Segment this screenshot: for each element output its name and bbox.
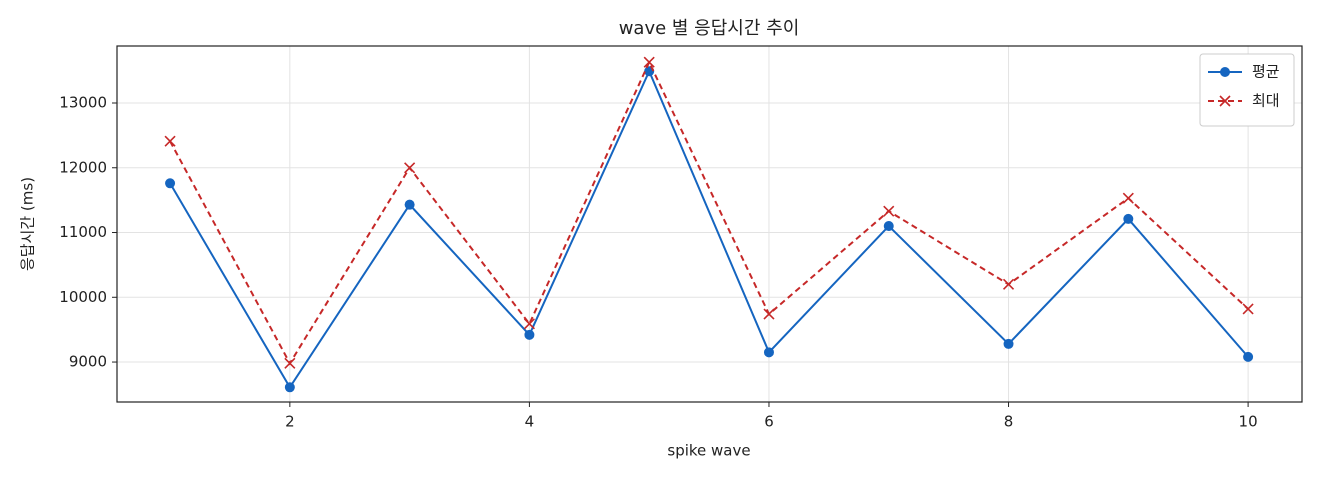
data-point xyxy=(1122,192,1134,204)
y-tick-label: 12000 xyxy=(59,158,107,176)
data-point xyxy=(1123,213,1134,224)
legend-label: 최대 xyxy=(1252,92,1280,110)
y-tick-label: 11000 xyxy=(59,223,107,241)
data-point xyxy=(883,221,894,232)
data-point xyxy=(404,162,416,174)
x-tick-label: 10 xyxy=(1239,413,1258,431)
data-point xyxy=(1243,351,1254,362)
y-tick-label: 10000 xyxy=(59,288,107,306)
data-point xyxy=(404,199,415,210)
y-tick-label: 13000 xyxy=(59,93,107,111)
legend-box xyxy=(1199,53,1295,127)
plot-frame xyxy=(116,45,1303,403)
data-point xyxy=(883,205,895,217)
legend-marker xyxy=(1219,95,1231,107)
data-point xyxy=(524,329,535,340)
y-tick-label: 9000 xyxy=(69,353,107,371)
x-tick-label: 6 xyxy=(764,413,774,431)
x-axis-label: spike wave xyxy=(667,442,750,460)
y-axis-label: 응답시간 (ms) xyxy=(19,177,37,271)
data-point xyxy=(643,56,655,68)
data-point xyxy=(763,347,774,358)
data-point xyxy=(523,318,535,330)
x-tick-label: 2 xyxy=(285,413,295,431)
data-point xyxy=(1242,303,1254,315)
data-point xyxy=(1003,338,1014,349)
data-point xyxy=(164,135,176,147)
data-point xyxy=(1002,278,1015,290)
chart-title: wave 별 응답시간 추이 xyxy=(619,18,800,39)
x-tick-label: 8 xyxy=(1004,413,1014,431)
data-point xyxy=(284,357,296,369)
series-line xyxy=(169,59,1249,366)
data-point xyxy=(284,382,295,393)
data-point xyxy=(763,308,775,320)
legend-marker xyxy=(1220,67,1230,77)
legend-label: 평균 xyxy=(1252,63,1280,81)
series-line xyxy=(169,68,1249,390)
x-tick-label: 4 xyxy=(525,413,535,431)
data-point xyxy=(165,178,176,189)
